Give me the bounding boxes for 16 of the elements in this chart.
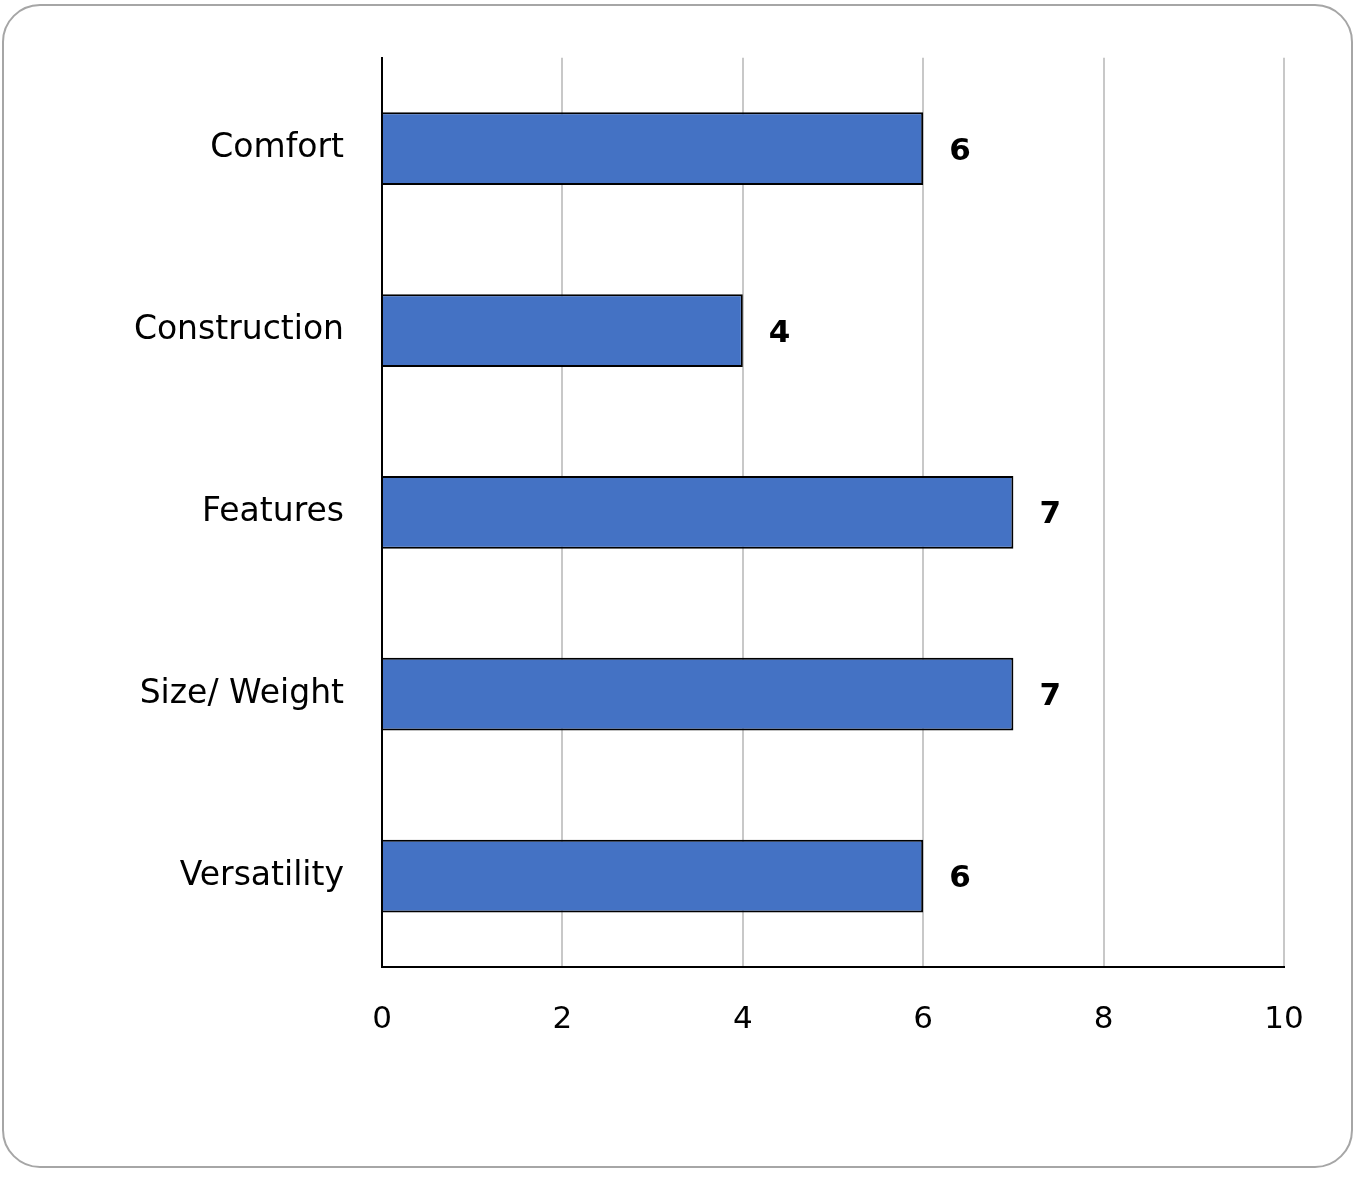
y-tick-label: Versatility [179,853,344,893]
x-tick-label: 2 [552,998,573,1035]
data-label: 4 [768,312,791,349]
data-label: 6 [949,858,971,895]
y-tick-label: Comfort [210,126,345,166]
x-tick-label: 0 [372,998,392,1035]
x-tick-label: 6 [913,998,934,1035]
data-label: 6 [949,130,971,167]
x-tick-label: 10 [1264,998,1304,1035]
y-tick-label: Size/ Weight [139,671,345,711]
y-tick-label: Features [202,489,344,529]
y-tick-label: Construction [133,308,344,348]
data-label: 7 [1039,676,1061,713]
x-tick-label: 4 [732,998,753,1035]
data-label: 7 [1039,494,1061,531]
x-tick-label: 8 [1093,998,1114,1035]
